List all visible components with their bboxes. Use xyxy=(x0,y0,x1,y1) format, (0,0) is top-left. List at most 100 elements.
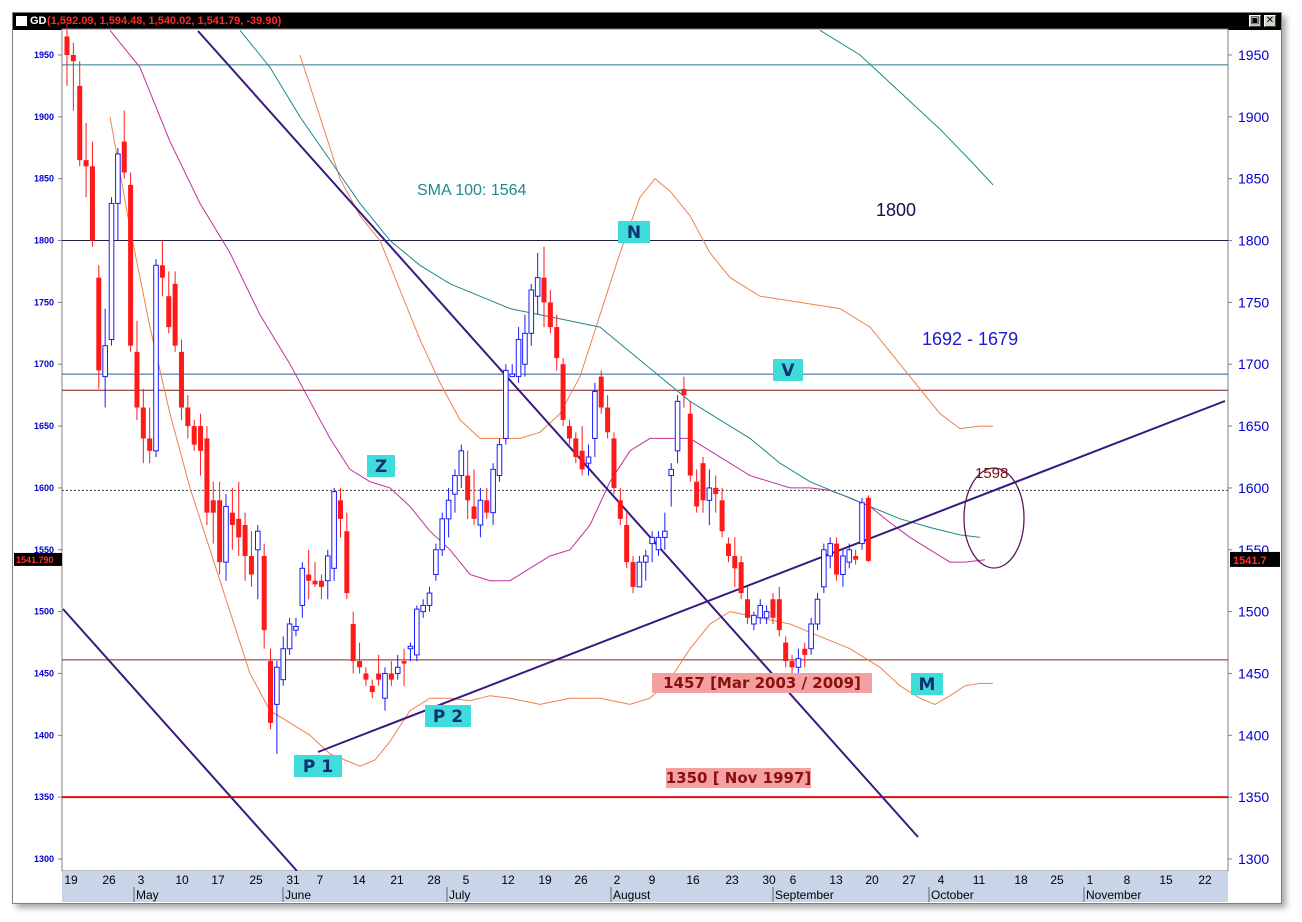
candle-body xyxy=(662,530,668,538)
candle-body xyxy=(172,283,178,346)
candle-down xyxy=(77,61,83,167)
x-day-tick-label: 12 xyxy=(501,873,515,887)
candle-down xyxy=(159,240,165,297)
x-day-tick-label: 9 xyxy=(649,873,656,887)
x-month-label: June xyxy=(285,888,311,902)
candle-up xyxy=(509,364,515,378)
candle-up xyxy=(763,605,770,624)
candle-body xyxy=(433,549,439,576)
point-N-box xyxy=(618,221,650,243)
candle-up xyxy=(286,617,293,655)
point-Z: Z xyxy=(367,455,395,477)
candle-down xyxy=(865,495,871,563)
candle-down xyxy=(261,543,267,649)
candle-body xyxy=(153,264,159,452)
candle-up xyxy=(706,469,713,526)
candle-body xyxy=(452,475,458,495)
candle-down xyxy=(484,487,490,519)
y-tick-label-right: 1500 xyxy=(1238,604,1269,620)
candle-up xyxy=(433,543,439,581)
candle-body xyxy=(783,642,789,662)
candle-body xyxy=(642,555,649,563)
candle-down xyxy=(745,586,751,624)
candle-down xyxy=(547,290,553,334)
candle-down xyxy=(64,24,70,86)
candle-body xyxy=(522,332,528,365)
candle-up xyxy=(452,469,458,513)
candle-up xyxy=(255,525,261,600)
restore-button[interactable]: ▣ xyxy=(1249,15,1261,27)
candle-body xyxy=(471,506,477,519)
y-tick-label-left: 1850 xyxy=(34,174,54,184)
y-tick-label-right: 1850 xyxy=(1238,171,1269,187)
point-P1-text: P 1 xyxy=(303,757,333,777)
candle-body xyxy=(490,468,496,514)
candle-down xyxy=(185,395,191,439)
x-month-label: November xyxy=(1086,888,1141,902)
candle-up xyxy=(382,667,388,711)
highlight-circle xyxy=(963,467,1025,569)
sma100-label: SMA 100: 1564 xyxy=(417,182,527,199)
candle-down xyxy=(83,123,89,198)
candle-body xyxy=(846,549,853,563)
candle-body xyxy=(115,153,121,204)
candle-down xyxy=(140,388,146,464)
candle-body xyxy=(636,561,643,588)
y-tick-label-left: 1650 xyxy=(34,421,54,431)
y-tick-label-right: 1600 xyxy=(1238,480,1269,496)
candle-up xyxy=(674,395,681,464)
point-P1: P 1 xyxy=(294,755,342,777)
candle-body xyxy=(166,296,172,328)
symbol-label: GD xyxy=(30,15,47,27)
candle-body xyxy=(738,562,744,594)
candle-down xyxy=(725,537,731,563)
candle-up xyxy=(420,599,426,618)
candle-down xyxy=(172,271,178,352)
candle-body xyxy=(293,625,299,631)
candle-down xyxy=(369,679,375,699)
sma-long-line xyxy=(819,29,994,186)
candle-down xyxy=(388,661,394,686)
candle-body xyxy=(108,202,115,340)
candle-body xyxy=(814,598,821,625)
point-P2-box xyxy=(425,705,471,727)
candle-down xyxy=(554,314,560,371)
candle-body xyxy=(121,141,127,173)
point-N: N xyxy=(618,221,650,243)
x-day-tick-label: 16 xyxy=(686,873,700,887)
y-tick-label-right: 1800 xyxy=(1238,233,1269,249)
candle-down xyxy=(128,172,134,352)
point-N-text: N xyxy=(627,223,641,243)
candle-down xyxy=(344,512,350,600)
candle-body xyxy=(426,592,433,606)
candle-body xyxy=(401,661,407,664)
x-day-tick-label: 31 xyxy=(286,873,300,887)
y-tick-label-left: 1350 xyxy=(34,792,54,802)
candle-body xyxy=(280,648,287,681)
bollinger-lower-line xyxy=(109,116,993,767)
x-day-tick-label: 25 xyxy=(1050,873,1064,887)
candle-body xyxy=(337,500,343,519)
x-month-label: July xyxy=(449,888,470,902)
level-1350-label-text: 1350 [ Nov 1997] xyxy=(666,769,812,787)
candle-body xyxy=(242,525,248,556)
candle-body xyxy=(299,567,306,606)
x-day-tick-label: 11 xyxy=(973,873,986,887)
candle-down xyxy=(70,42,76,111)
x-month-label: September xyxy=(775,888,834,902)
y-tick-label-left: 1400 xyxy=(34,730,54,740)
candle-body xyxy=(668,468,675,477)
candle-body xyxy=(268,661,274,723)
candle-body xyxy=(554,327,560,359)
candle-down xyxy=(605,395,611,439)
x-day-tick-label: 21 xyxy=(390,873,404,887)
candle-body xyxy=(541,277,547,303)
candle-body xyxy=(344,531,350,594)
candle-down xyxy=(204,426,210,526)
candle-body xyxy=(465,475,471,501)
candle-body xyxy=(509,373,515,378)
candle-body xyxy=(185,407,191,427)
candle-up xyxy=(153,259,159,457)
candle-down xyxy=(242,512,248,581)
close-button[interactable]: ✕ xyxy=(1264,15,1276,27)
